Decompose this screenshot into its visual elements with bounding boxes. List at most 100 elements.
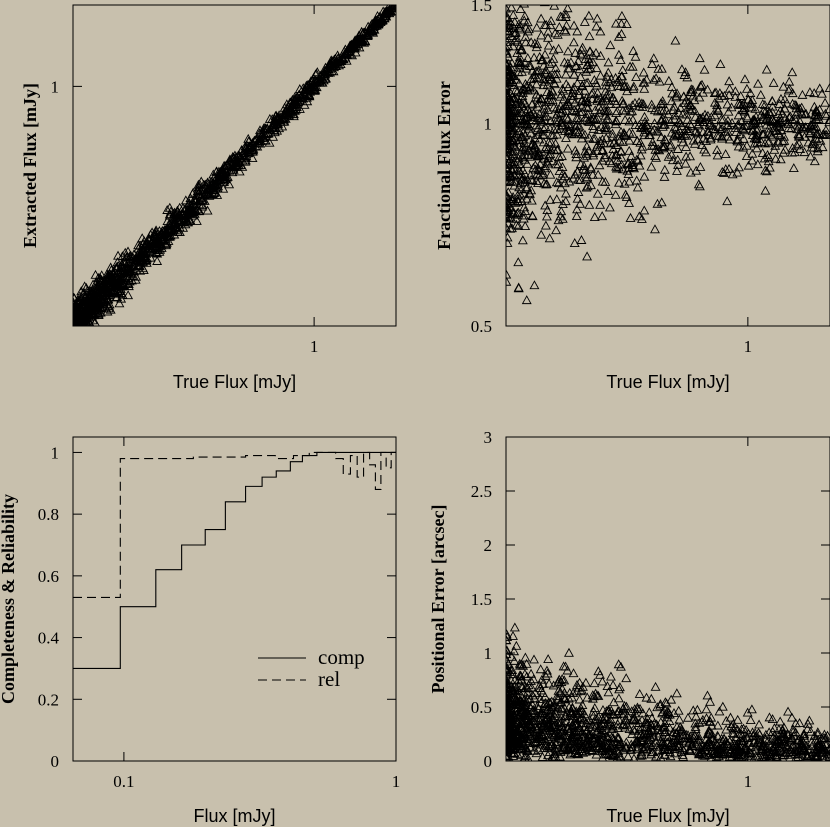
data-point-marker (751, 143, 762, 153)
y-axis-label: Positional Error [arcsec] (428, 505, 448, 694)
data-point-marker (543, 654, 554, 664)
data-point-marker (384, 5, 395, 15)
data-point-marker (557, 703, 568, 713)
data-point-marker (545, 194, 556, 204)
data-point-marker (563, 743, 574, 753)
data-point-marker (548, 680, 559, 690)
data-point-marker (601, 743, 612, 753)
data-point-marker (557, 115, 568, 125)
data-point-marker (694, 117, 705, 127)
data-point-marker (511, 327, 519, 335)
data-point-marker (288, 109, 299, 119)
data-point-marker (796, 107, 807, 117)
data-point-marker (632, 702, 643, 712)
data-point-marker (134, 260, 145, 270)
data-point-marker (212, 175, 223, 185)
data-point-marker (693, 733, 704, 743)
data-point-marker (102, 269, 112, 279)
data-point-marker (583, 730, 594, 740)
y-tick-label: 0.5 (471, 698, 492, 717)
data-point-marker (749, 138, 760, 148)
data-point-marker (582, 251, 593, 261)
data-point-marker (529, 149, 540, 159)
data-point-marker (527, 700, 538, 710)
data-point-marker (712, 144, 723, 154)
data-point-marker (553, 43, 564, 53)
data-point-marker (531, 22, 542, 32)
data-point-marker (506, 629, 512, 639)
data-point-marker (617, 71, 628, 81)
data-point-marker (581, 141, 592, 151)
data-point-marker (761, 64, 772, 74)
data-point-marker (516, 659, 527, 669)
data-point-marker (702, 126, 713, 136)
data-point-marker (591, 62, 602, 72)
data-point-marker (542, 742, 553, 752)
data-point-marker (635, 703, 645, 713)
data-point-marker (604, 717, 615, 727)
data-point-marker (334, 60, 344, 70)
data-point-marker (602, 681, 613, 691)
data-point-marker (114, 268, 124, 278)
data-point-marker (634, 97, 645, 107)
data-point-marker (658, 141, 669, 151)
data-point-marker (614, 177, 624, 187)
data-point-marker (564, 687, 575, 697)
data-point-marker (721, 738, 732, 748)
data-point-marker (166, 226, 177, 236)
data-point-marker (788, 731, 799, 741)
data-point-marker (99, 282, 110, 292)
data-point-marker (557, 119, 567, 129)
data-point-marker (320, 66, 331, 76)
data-point-marker (809, 110, 820, 120)
data-point-marker (773, 753, 782, 761)
data-point-marker (613, 659, 624, 669)
data-point-marker (714, 93, 724, 103)
data-point-marker (699, 64, 710, 74)
x-tick-label: 1 (744, 337, 753, 356)
data-point-marker (581, 746, 591, 756)
data-point-marker (218, 169, 229, 178)
data-point-marker (353, 30, 364, 40)
data-point-marker (646, 161, 657, 171)
data-point-marker (341, 55, 352, 65)
data-point-marker (144, 247, 155, 257)
data-point-marker (571, 149, 582, 158)
data-point-marker (742, 121, 752, 131)
data-point-marker (786, 123, 797, 133)
data-point-marker (742, 113, 753, 123)
data-point-marker (305, 82, 316, 92)
data-point-marker (552, 736, 563, 746)
data-point-marker (690, 111, 701, 121)
data-point-marker (788, 747, 798, 757)
data-point-marker (775, 154, 786, 164)
x-axis-label: True Flux [mJy] (606, 372, 729, 392)
data-point-marker (75, 325, 76, 326)
data-point-marker (509, 16, 520, 26)
data-point-marker (681, 95, 692, 105)
data-point-marker (514, 62, 525, 72)
data-point-marker (545, 715, 555, 725)
data-point-marker (524, 121, 535, 131)
data-point-marker (804, 128, 815, 138)
data-point-marker (656, 114, 667, 124)
data-point-marker (508, 140, 519, 150)
data-point-marker (624, 116, 635, 126)
data-point-marker (716, 131, 727, 141)
data-point-marker (219, 160, 230, 170)
data-point-marker (506, 717, 513, 727)
data-point-marker (628, 715, 639, 725)
data-point-marker (560, 132, 571, 142)
data-point-marker (540, 220, 551, 230)
data-point-marker (537, 730, 548, 740)
data-point-marker (560, 196, 571, 206)
data-point-marker (665, 117, 676, 127)
data-point-marker (519, 5, 530, 8)
data-point-marker (662, 744, 673, 754)
data-point-marker (733, 119, 744, 129)
data-point-marker (739, 106, 750, 116)
data-point-marker (712, 720, 723, 730)
data-point-marker (643, 734, 654, 744)
data-point-marker (639, 127, 650, 137)
data-point-marker (580, 165, 591, 174)
